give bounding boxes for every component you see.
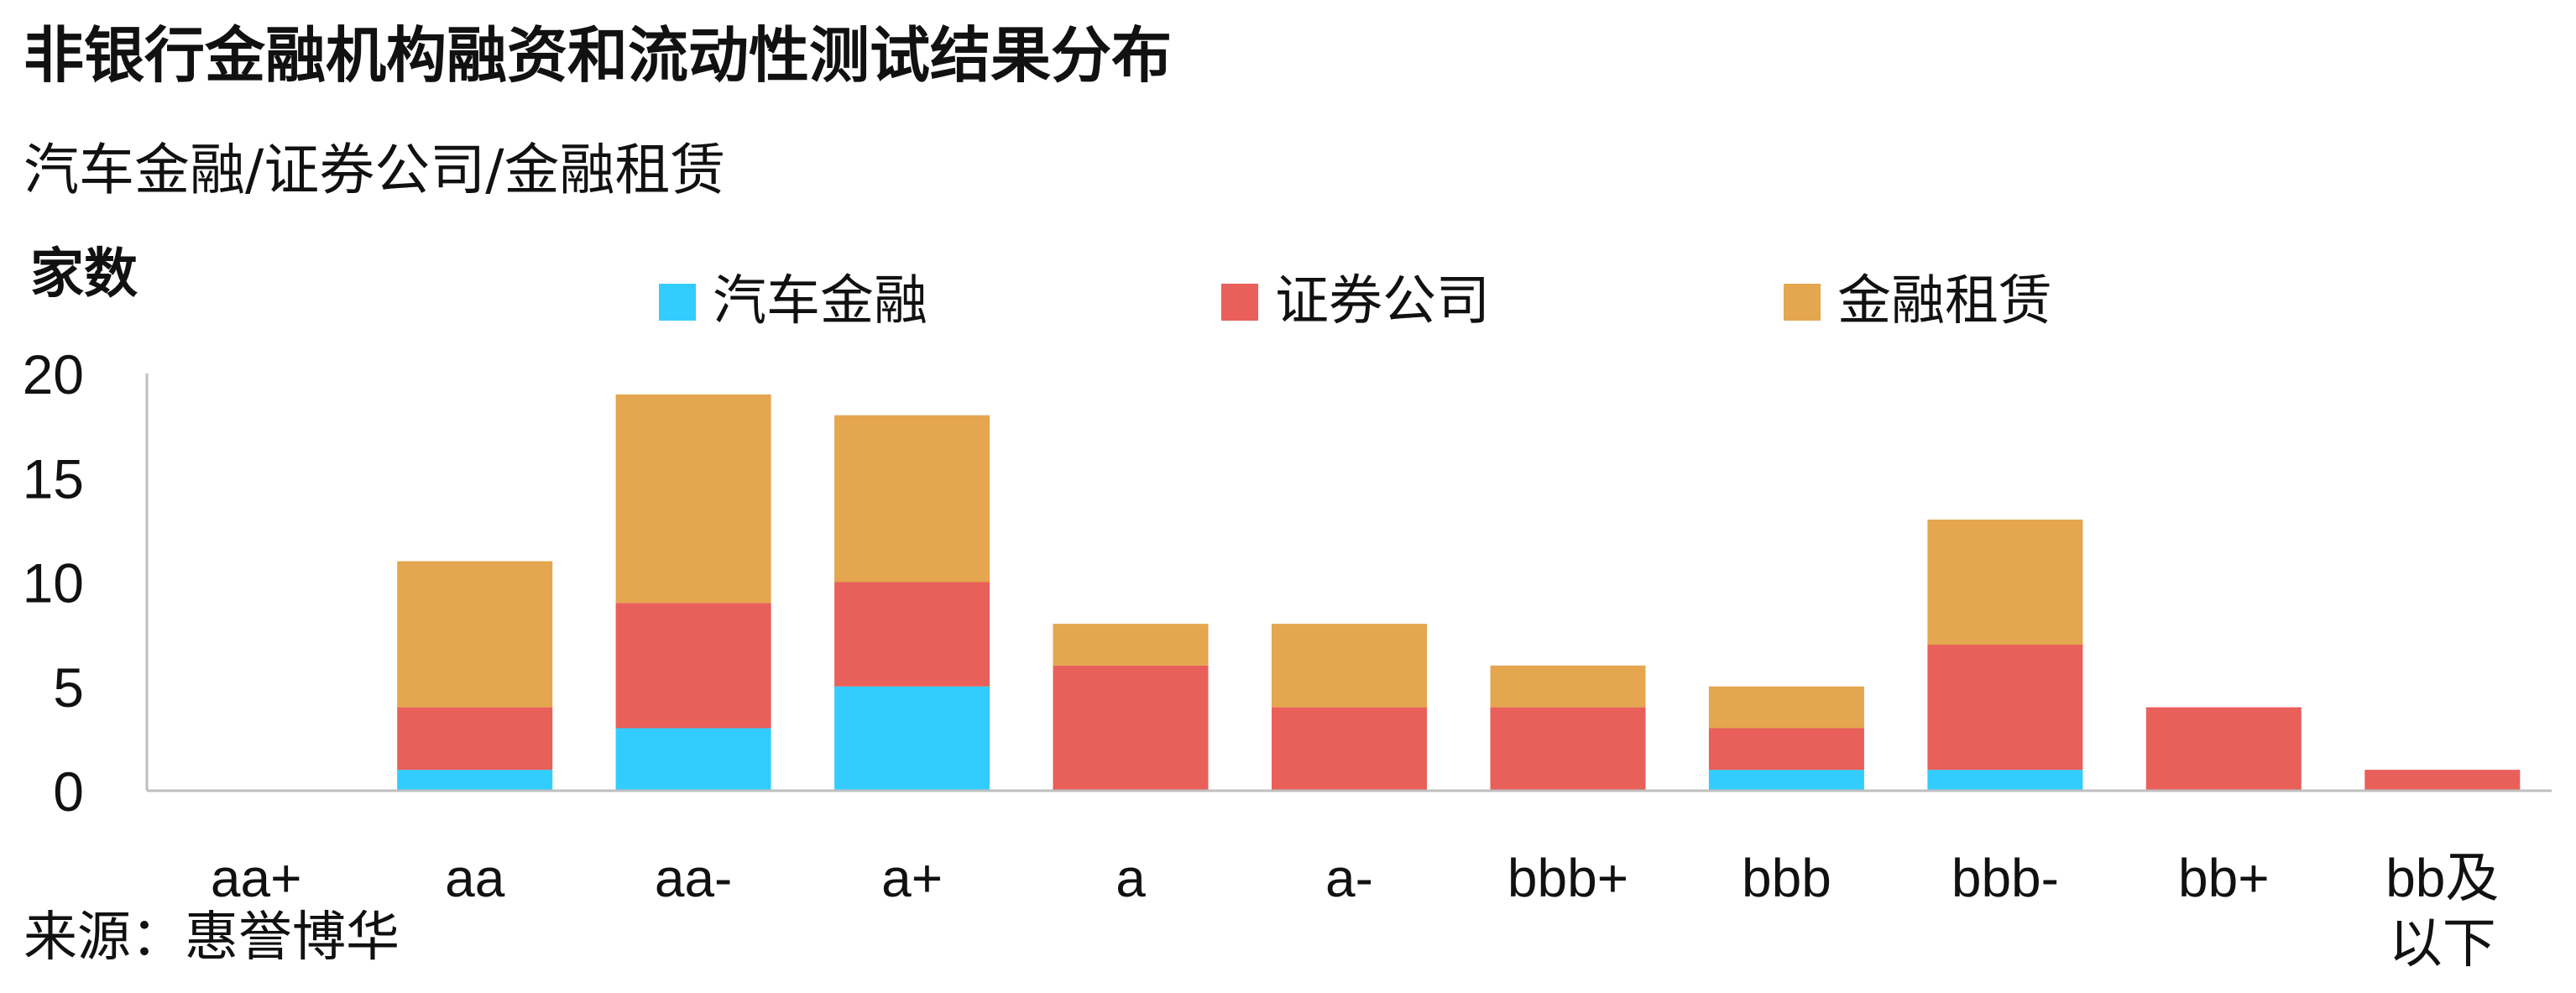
y-tick-label: 10 — [23, 552, 84, 614]
bar-segment — [1927, 520, 2083, 645]
legend-label: 汽车金融 — [713, 270, 927, 332]
bar-segment — [1708, 686, 1864, 729]
x-tick-label: a- — [1325, 848, 1373, 908]
bar-segment — [834, 415, 990, 583]
x-tick-label: a+ — [881, 848, 943, 908]
x-tick-label: aa- — [655, 848, 733, 908]
y-tick-label: 0 — [53, 760, 84, 823]
bar-segment — [615, 603, 771, 729]
bar-segment — [615, 728, 771, 791]
bar-segment — [834, 582, 990, 687]
bar-segment — [1272, 707, 1427, 791]
y-tick-label: 20 — [23, 343, 84, 405]
bar-segment — [2364, 770, 2521, 791]
bar-segment — [1272, 624, 1427, 708]
source-note: 来源：惠誉博华 — [24, 907, 400, 969]
bar-segment — [1490, 665, 1646, 708]
legend-swatch — [659, 284, 696, 321]
bar-segment — [397, 561, 553, 708]
y-tick-label: 15 — [23, 447, 84, 510]
x-tick-labels: aa+ aa aa-a+ a a-bbb+ bbb bbb-bb+ bb及以下 — [211, 848, 2499, 974]
bar-segment — [397, 770, 553, 791]
legend-label: 金融租赁 — [1837, 270, 2052, 332]
bar-segment — [1053, 624, 1209, 666]
bar-segment — [834, 686, 990, 792]
legend-swatch — [1784, 284, 1821, 321]
legend-swatch — [1221, 284, 1258, 321]
y-axis-label: 家数 — [30, 243, 138, 306]
bar-segment — [1490, 707, 1646, 791]
y-tick-label: 5 — [53, 656, 84, 719]
x-tick-label: bbb — [1742, 848, 1831, 908]
chart-legend: 汽车金融 证券公司 金融租赁 — [659, 270, 2052, 332]
x-tick-label: bbb+ — [1507, 848, 1628, 908]
x-tick-label: aa — [445, 848, 505, 908]
bar-segment — [615, 394, 771, 604]
x-tick-label: bbb- — [1952, 848, 2059, 908]
y-tick-labels: 0 5 10 15 20 — [23, 343, 84, 823]
x-tick-label: aa+ — [211, 848, 302, 908]
axes — [145, 374, 2552, 792]
bar-segment — [2145, 707, 2302, 791]
bar-segment — [1053, 665, 1209, 791]
chart-title: 非银行金融机构融资和流动性测试结果分布 — [24, 20, 1173, 91]
legend-label: 证券公司 — [1275, 270, 1490, 332]
x-tick-label: bb+ — [2178, 848, 2270, 908]
bar-segment — [1708, 770, 1864, 791]
x-tick-label: bb及以下 — [2385, 848, 2499, 974]
x-tick-label: a — [1116, 848, 1146, 908]
bar-segment — [1927, 770, 2083, 791]
bar-segment — [1708, 728, 1864, 771]
bar-area — [397, 394, 2521, 792]
bar-segment — [1927, 645, 2083, 771]
chart-subtitle: 汽车金融/证券公司/金融租赁 — [24, 138, 726, 202]
bar-segment — [397, 707, 553, 771]
